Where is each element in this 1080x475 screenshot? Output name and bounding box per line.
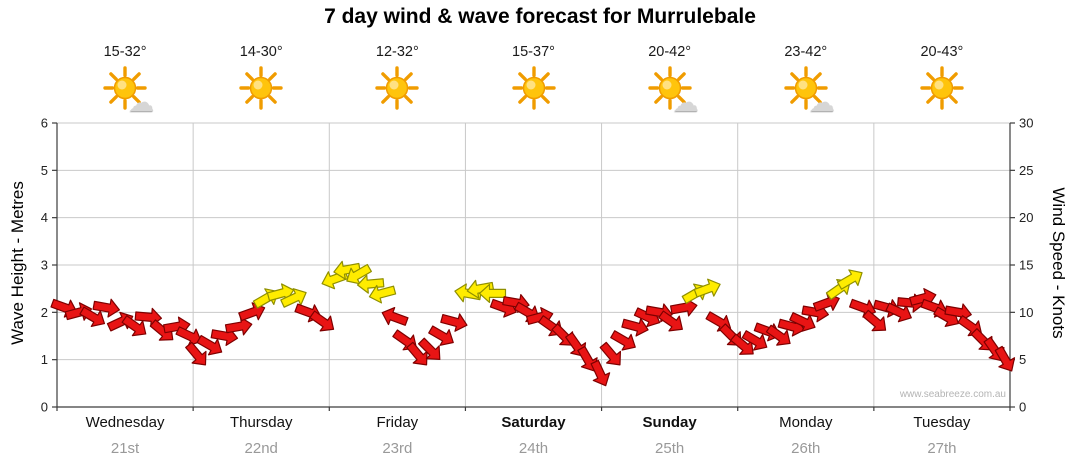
wind-arrow — [693, 278, 721, 298]
wind-arrow — [356, 274, 385, 294]
wind-arrow — [885, 302, 912, 323]
sun-icon — [920, 66, 964, 110]
wind-arrow — [599, 341, 622, 366]
wind-arrow — [741, 330, 768, 351]
date-label: 27th — [927, 440, 957, 457]
date-label: 21st — [110, 440, 140, 457]
wind-arrow — [175, 326, 202, 347]
sun-cloud-icon: ☁ — [103, 66, 154, 115]
wind-arrow — [440, 313, 468, 332]
right-tick-label: 5 — [1019, 352, 1026, 367]
wind-arrow — [730, 333, 754, 355]
sun-cloud-icon: ☁ — [784, 66, 835, 115]
wind-arrow — [610, 330, 636, 351]
date-label: 24th — [518, 440, 549, 457]
wind-arrow — [621, 317, 649, 337]
sun-icon — [239, 66, 283, 110]
wind-arrow — [466, 279, 495, 299]
temperature-range: 20-42° — [648, 44, 692, 60]
date-label: 26th — [791, 440, 821, 457]
wind-arrow — [417, 337, 441, 360]
right-tick-label: 10 — [1019, 305, 1033, 320]
day-label: Wednesday — [85, 414, 165, 431]
day-label: Saturday — [501, 414, 566, 431]
wind-arrow — [428, 325, 454, 346]
temperature-range: 15-32° — [103, 44, 147, 60]
sun-icon — [647, 66, 692, 110]
right-tick-label: 15 — [1019, 258, 1033, 273]
left-tick-label: 4 — [41, 210, 48, 225]
date-label: 25th — [655, 440, 685, 457]
sun-icon — [375, 66, 420, 110]
right-tick-label: 30 — [1019, 116, 1033, 131]
left-tick-label: 2 — [41, 305, 48, 320]
wind-arrow — [309, 310, 335, 332]
right-axis-title: Wind Speed - Knots — [1049, 187, 1068, 339]
day-label: Monday — [779, 414, 833, 431]
wind-arrow — [368, 284, 397, 304]
sun-icon — [511, 66, 556, 110]
date-label: 22nd — [244, 440, 278, 457]
wind-arrow — [92, 298, 121, 318]
chart-title: 7 day wind & wave forecast for Murruleba… — [324, 5, 756, 28]
day-label: Sunday — [642, 414, 697, 431]
wind-arrow — [346, 263, 372, 285]
wind-arrow — [994, 345, 1016, 372]
left-tick-label: 3 — [41, 258, 48, 273]
wind-arrow — [789, 312, 816, 332]
wind-arrow — [185, 341, 207, 366]
right-tick-label: 20 — [1019, 210, 1033, 225]
wind-arrow — [280, 288, 307, 308]
wind-arrow — [121, 315, 147, 337]
cloud-icon: ☁ — [672, 87, 699, 117]
left-axis-title: Wave Height - Metres — [8, 181, 27, 345]
wind-arrow — [79, 306, 106, 327]
right-tick-label: 25 — [1019, 163, 1033, 178]
temperature-range: 23-42° — [784, 44, 828, 60]
day-label: Friday — [376, 414, 419, 431]
left-tick-label: 6 — [41, 116, 48, 131]
right-tick-label: 0 — [1019, 400, 1026, 415]
watermark: www.seabreeze.com.au — [899, 389, 1006, 400]
date-label: 23rd — [382, 440, 413, 457]
cloud-icon: ☁ — [808, 87, 835, 117]
wind-arrow — [862, 309, 887, 332]
day-label: Thursday — [229, 414, 293, 431]
wind-arrow — [836, 269, 863, 290]
wind-arrow — [765, 324, 791, 346]
sun-icon — [784, 66, 828, 110]
cloud-icon: ☁ — [128, 87, 155, 117]
temperature-range: 12-32° — [375, 44, 419, 60]
wind-arrow — [333, 260, 361, 280]
temperature-range: 15-37° — [512, 44, 555, 60]
sun-icon — [239, 66, 283, 110]
day-label: Tuesday — [913, 414, 971, 431]
sun-icon — [103, 66, 147, 110]
wind-arrow — [381, 307, 409, 326]
sun-cloud-icon: ☁ — [647, 66, 699, 115]
left-tick-label: 0 — [41, 400, 48, 415]
wind-arrow — [224, 316, 253, 336]
left-tick-label: 5 — [41, 163, 48, 178]
temperature-range: 14-30° — [239, 44, 283, 60]
sun-icon — [375, 66, 420, 110]
wind-arrow — [478, 283, 507, 303]
left-tick-label: 1 — [41, 352, 48, 367]
wind-arrow — [658, 310, 683, 332]
wind-arrow — [406, 341, 428, 366]
sun-icon — [920, 66, 964, 110]
temperature-range: 20-43° — [920, 44, 964, 60]
wind-arrow — [196, 334, 223, 356]
sun-icon — [511, 66, 556, 110]
wind-arrow — [590, 359, 611, 387]
